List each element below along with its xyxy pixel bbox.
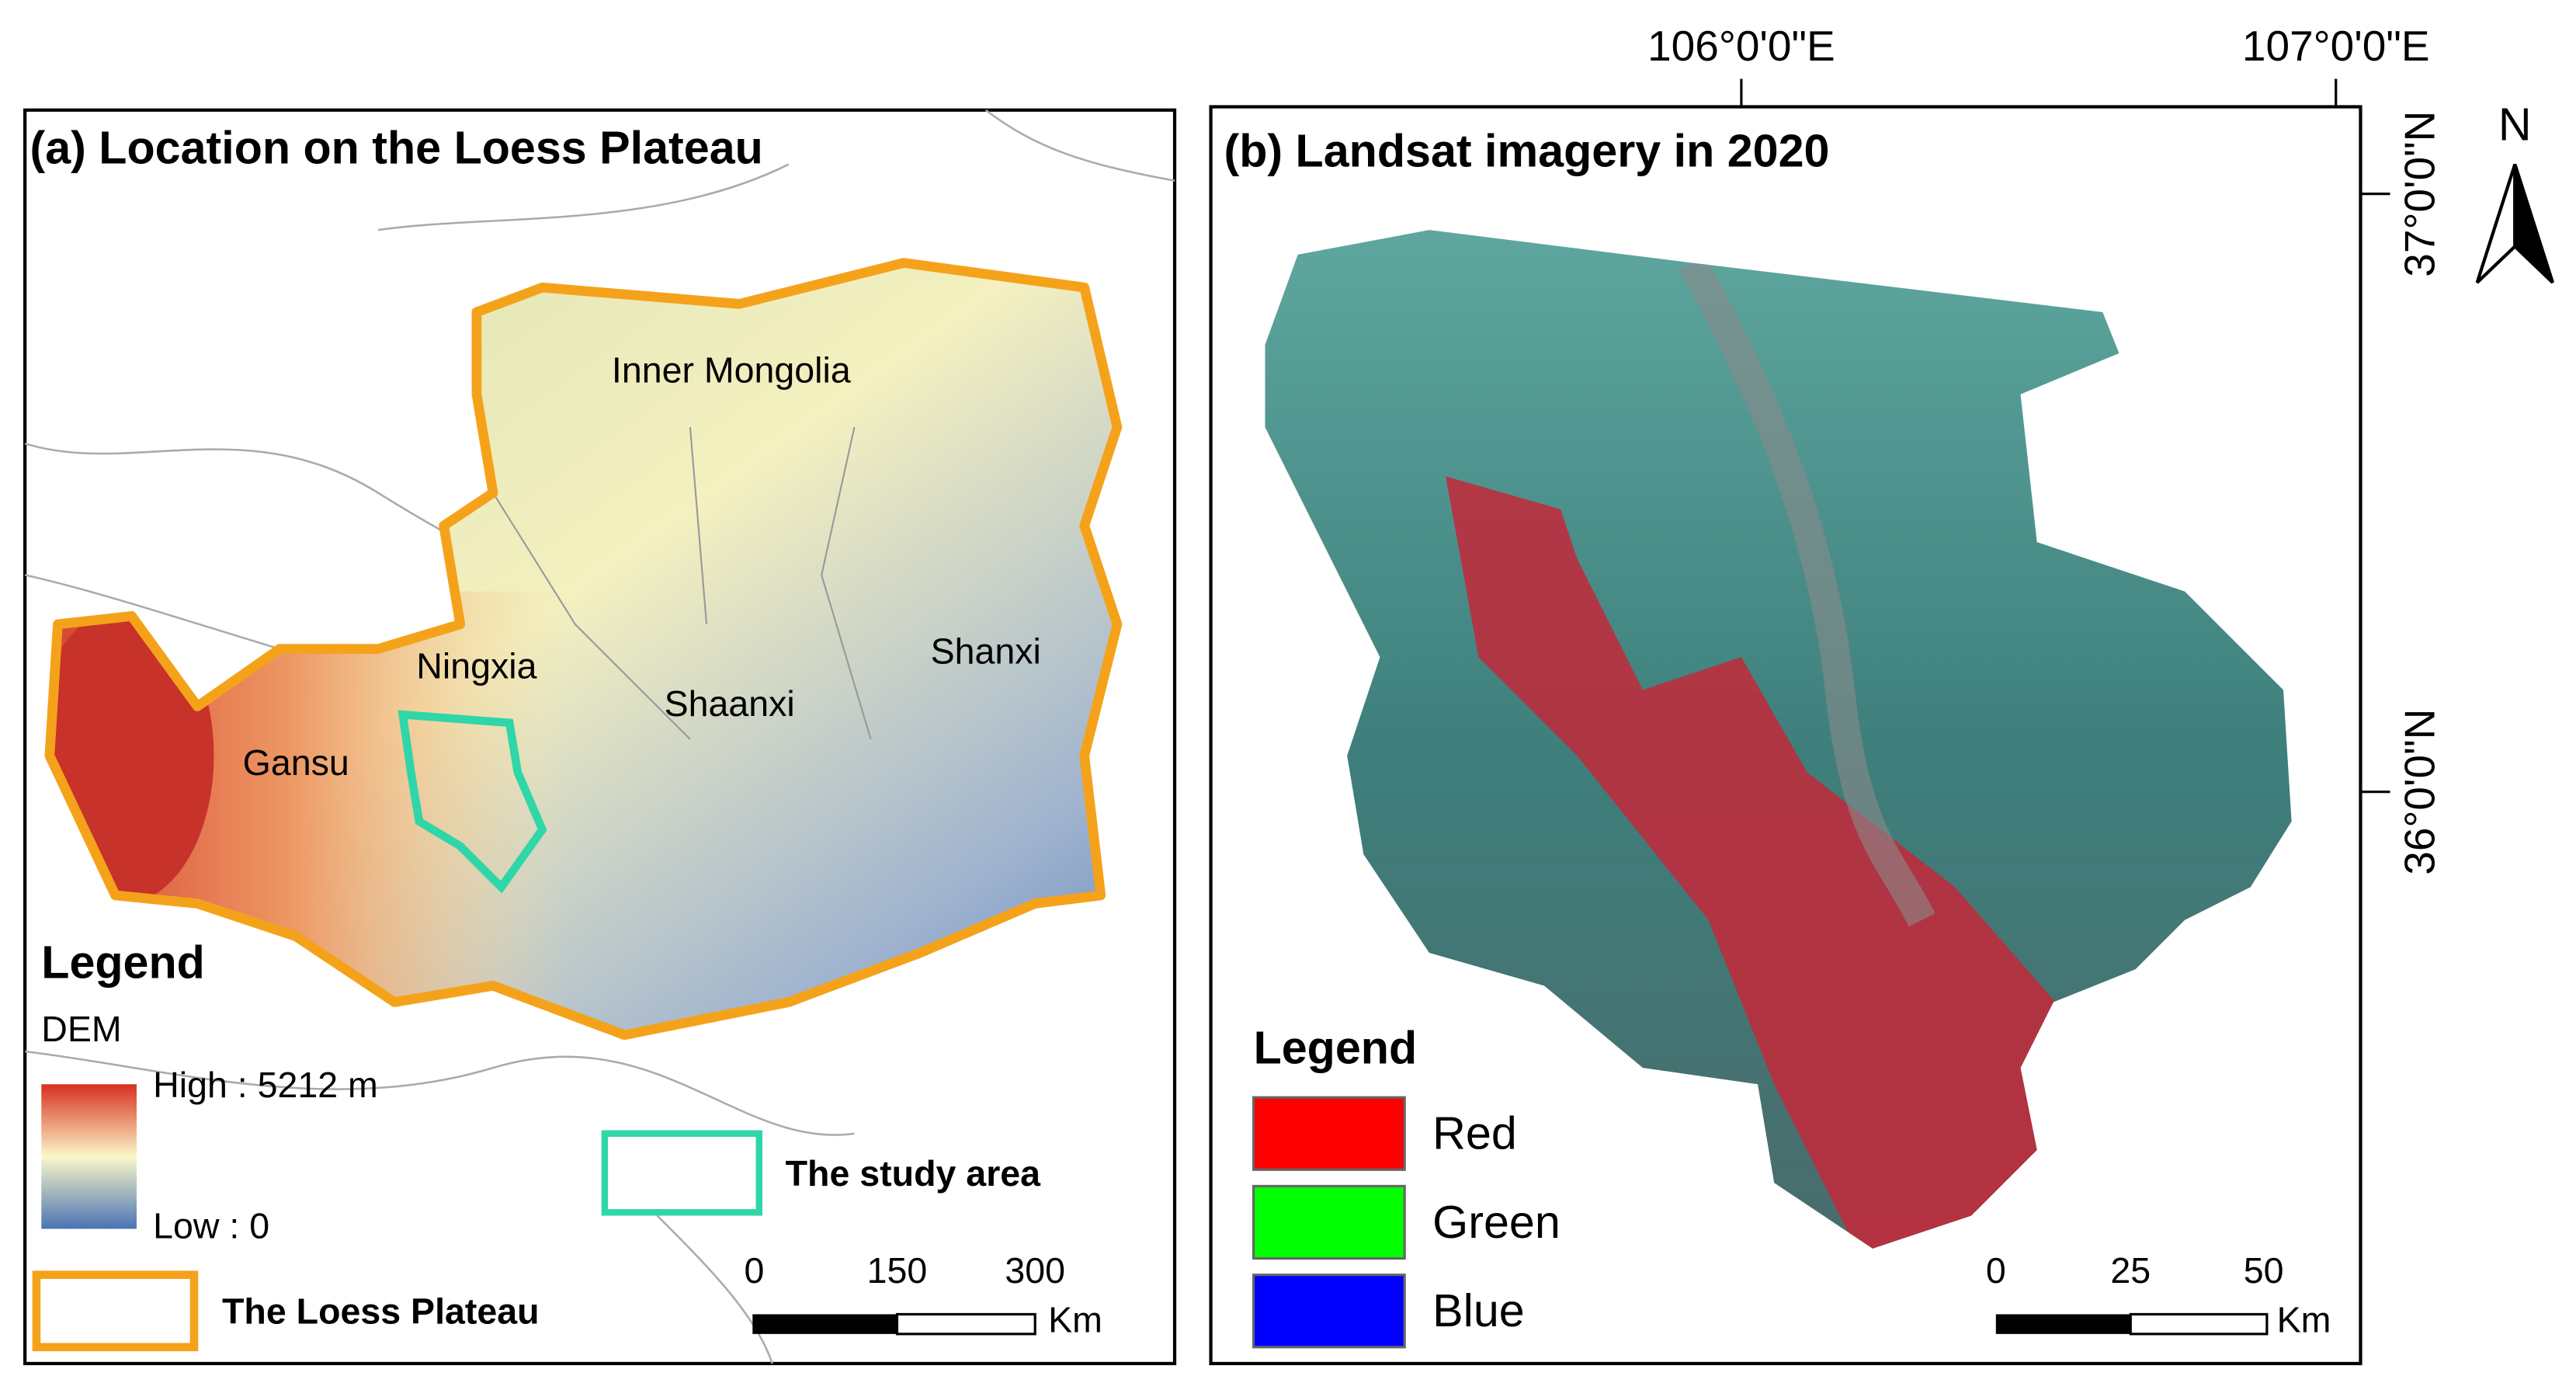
- region-label: Inner Mongolia: [612, 350, 851, 391]
- legend-label: Red: [1432, 1107, 1517, 1159]
- region-label: Gansu: [243, 742, 349, 783]
- scale-bar: [1995, 1314, 2131, 1334]
- longitude-label: 107°0'0"E: [2242, 22, 2430, 70]
- region-label: Ningxia: [416, 645, 536, 686]
- scale-label: 300: [1005, 1250, 1065, 1291]
- latitude-label: 37°0'0"N: [2395, 111, 2443, 277]
- region-label: Shaanxi: [665, 683, 795, 724]
- longitude-label: 106°0'0"E: [1647, 22, 1835, 70]
- scale-unit: Km: [1048, 1299, 1102, 1340]
- latitude-label: 36°0'0"N: [2395, 709, 2443, 875]
- legend-label: Low : 0: [153, 1206, 269, 1246]
- panel-title: (a) Location on the Loess Plateau: [30, 121, 762, 173]
- scale-label: 150: [867, 1250, 928, 1291]
- scale-bar: [2129, 1312, 2269, 1336]
- scale-label: 0: [1986, 1250, 2006, 1291]
- legend-swatch: [32, 1270, 199, 1352]
- study-area-outline: [398, 710, 547, 894]
- region-label: Shanxi: [931, 631, 1041, 671]
- legend-title: Legend: [1254, 1022, 1418, 1074]
- north-arrow: [2475, 163, 2517, 284]
- panel-title: (b) Landsat imagery in 2020: [1224, 125, 1829, 177]
- legend-title: Legend: [41, 937, 205, 989]
- loess-plateau-outline: [44, 258, 1123, 1041]
- legend-label: High : 5212 m: [153, 1065, 378, 1105]
- scale-bar: [895, 1312, 1036, 1336]
- legend-label: The study area: [786, 1153, 1042, 1194]
- legend-swatch: [1252, 1184, 1406, 1260]
- north-label: N: [2498, 99, 2532, 151]
- legend-label: Blue: [1432, 1284, 1525, 1336]
- scale-label: 50: [2244, 1250, 2284, 1291]
- legend-swatch: [1252, 1096, 1406, 1171]
- legend-label: Green: [1432, 1196, 1561, 1248]
- legend-swatch: [1252, 1274, 1406, 1349]
- scale-label: 0: [744, 1250, 764, 1291]
- scale-unit: Km: [2277, 1299, 2331, 1340]
- legend-swatch: [601, 1130, 763, 1216]
- legend-label: DEM: [41, 1009, 121, 1049]
- scale-bar: [752, 1314, 897, 1334]
- north-arrow: [2513, 163, 2555, 284]
- scale-label: 25: [2110, 1250, 2151, 1291]
- dem-color-ramp: [41, 1084, 137, 1229]
- legend-label: The Loess Plateau: [222, 1291, 540, 1332]
